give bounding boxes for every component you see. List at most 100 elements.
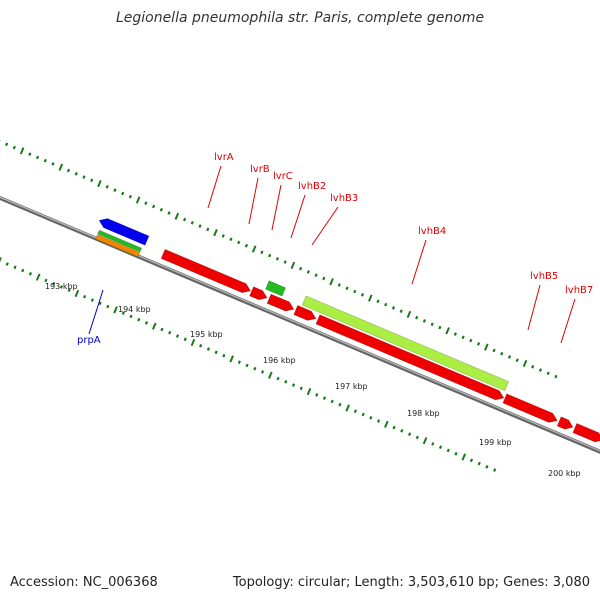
inner-minor-tick — [98, 301, 102, 306]
outer-major-tick — [445, 327, 450, 335]
inner-minor-tick — [168, 330, 172, 335]
inner-minor-tick — [21, 268, 25, 273]
inner-major-tick — [229, 355, 234, 363]
gene-green-stripe[interactable] — [97, 229, 143, 253]
outer-minor-tick — [82, 175, 86, 179]
outer-major-tick — [174, 212, 180, 220]
inner-minor-tick — [338, 402, 342, 407]
inner-minor-tick — [485, 465, 489, 469]
inner-minor-tick — [415, 435, 419, 440]
backbone-line — [0, 195, 600, 454]
outer-major-tick — [522, 359, 528, 368]
scale-label: 198 kbp — [407, 409, 440, 418]
outer-major-tick — [97, 179, 102, 188]
outer-minor-tick — [121, 191, 125, 196]
outer-minor-tick — [306, 270, 310, 274]
outer-minor-tick — [353, 289, 357, 294]
leader-lvhB7 — [560, 298, 576, 344]
leader-lvrA — [207, 165, 222, 209]
leader-lvhB3 — [311, 206, 339, 246]
inner-major-tick — [74, 289, 80, 298]
gene-lvrB[interactable] — [249, 286, 268, 301]
gene-green-small[interactable] — [265, 280, 286, 297]
inner-major-tick — [461, 453, 467, 461]
inner-minor-tick — [222, 353, 226, 358]
outer-minor-tick — [90, 178, 94, 183]
outer-minor-tick — [244, 243, 249, 248]
inner-minor-tick — [392, 425, 396, 430]
gene-lvrC[interactable] — [266, 293, 295, 312]
gene-orange-stripe[interactable] — [95, 233, 141, 258]
scale-labels: 193 kbp 194 kbp 195 kbp 196 kbp 197 kbp 198 k… — [45, 282, 581, 478]
outer-minor-tick — [399, 309, 403, 313]
outer-minor-tick — [476, 342, 481, 346]
outer-minor-tick — [415, 315, 419, 320]
gene-prpA[interactable] — [98, 218, 150, 246]
inner-minor-tick — [299, 386, 303, 391]
gene-label-lvhB7: lvhB7 — [565, 285, 593, 296]
outer-minor-tick — [105, 185, 109, 189]
gene-label-lvhB4: lvhB4 — [418, 226, 446, 237]
outer-minor-tick — [299, 266, 303, 271]
outer-minor-tick — [28, 152, 32, 156]
gene-label-lvhB3: lvhB3 — [330, 193, 358, 204]
gene-lvhB3-lvhB4[interactable] — [315, 314, 505, 401]
outer-minor-tick — [5, 142, 9, 147]
outer-minor-tick — [430, 322, 434, 327]
map-title: Legionella pneumophila str. Paris, compl… — [115, 10, 485, 26]
inner-minor-tick — [121, 311, 125, 315]
inner-minor-tick — [361, 412, 365, 417]
inner-minor-tick — [407, 432, 412, 436]
outer-minor-tick — [469, 338, 473, 343]
gene-lvhB6[interactable] — [556, 416, 574, 430]
inner-tick-ring — [0, 257, 497, 472]
outer-minor-tick — [206, 227, 210, 232]
outer-minor-tick — [345, 286, 349, 291]
gene-lvrA[interactable] — [160, 248, 252, 294]
outer-minor-tick — [74, 171, 78, 176]
inner-minor-tick — [454, 451, 458, 456]
inner-minor-tick — [129, 314, 133, 319]
inner-frame — [0, 257, 497, 472]
outer-major-tick — [135, 196, 141, 204]
gene-lvhB7[interactable] — [572, 422, 600, 443]
gene-features[interactable] — [95, 218, 600, 461]
inner-major-tick — [0, 257, 2, 263]
outer-minor-tick — [268, 253, 272, 258]
outer-minor-tick — [159, 207, 163, 212]
outer-minor-tick — [182, 217, 187, 222]
inner-major-tick — [422, 437, 428, 445]
outer-minor-tick — [391, 306, 396, 310]
gene-label-lvrC: lvrC — [273, 171, 293, 182]
backbone-frame — [0, 195, 600, 454]
gene-lime-long[interactable] — [301, 295, 510, 392]
inner-major-tick — [35, 273, 41, 281]
inner-minor-tick — [353, 409, 358, 414]
gene-lvhB5[interactable] — [502, 393, 558, 423]
inner-minor-tick — [253, 366, 257, 371]
outer-minor-tick — [554, 374, 558, 379]
genome-backbone — [0, 195, 600, 454]
gene-label-prpA: prpA — [77, 335, 101, 346]
inner-minor-tick — [400, 429, 404, 433]
gene-lvhB2[interactable] — [293, 305, 317, 321]
outer-minor-tick — [515, 358, 519, 363]
outer-minor-tick — [275, 257, 280, 261]
inner-major-tick — [190, 338, 196, 347]
outer-minor-tick — [128, 194, 133, 199]
leader-lvrC — [271, 184, 282, 231]
inner-minor-tick — [369, 415, 373, 420]
inner-minor-tick — [477, 461, 481, 466]
outer-minor-tick — [461, 335, 465, 340]
inner-minor-tick — [199, 344, 203, 348]
backbone-highlight — [0, 196, 600, 452]
outer-major-tick — [213, 229, 218, 237]
inner-minor-tick — [237, 360, 241, 364]
outer-minor-tick — [66, 168, 71, 173]
scale-label: 196 kbp — [263, 356, 296, 365]
outer-minor-tick — [152, 204, 156, 209]
inner-minor-tick — [5, 262, 9, 266]
outer-minor-tick — [198, 224, 202, 228]
inner-major-tick — [345, 404, 350, 412]
